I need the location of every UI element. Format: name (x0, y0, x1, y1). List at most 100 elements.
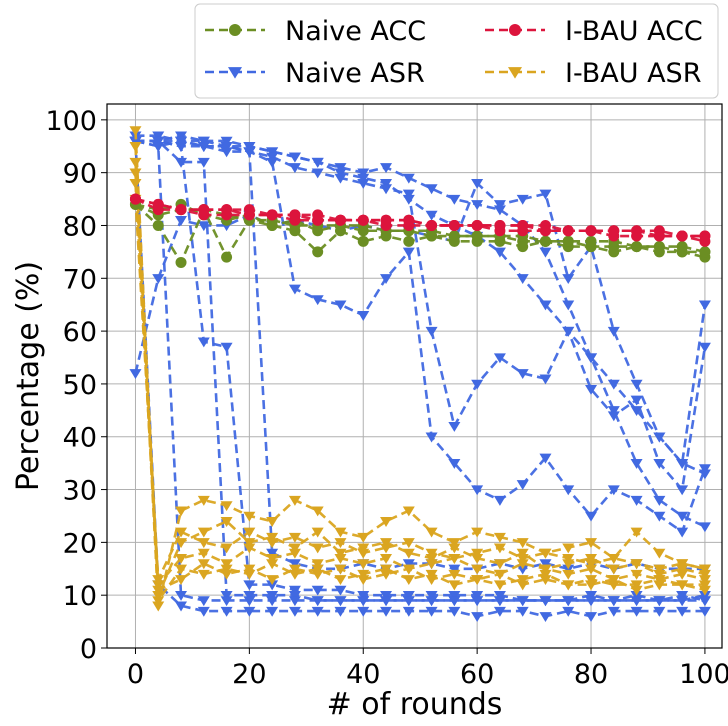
data-point (288, 163, 301, 174)
data-point (494, 219, 506, 231)
data-point (220, 606, 233, 617)
data-point (630, 585, 643, 596)
x-axis-title: # of rounds (327, 687, 503, 722)
data-point (448, 230, 460, 242)
data-point (448, 569, 461, 580)
data-point (357, 168, 370, 179)
data-point (152, 596, 165, 607)
x-tick-label: 100 (679, 659, 728, 690)
data-point (152, 131, 165, 142)
data-point (288, 569, 301, 580)
data-point (288, 590, 301, 601)
data-point (129, 142, 142, 152)
series-naive-asr (129, 136, 711, 538)
data-point (175, 564, 188, 575)
data-point (380, 274, 393, 284)
data-point (539, 564, 552, 575)
data-point (357, 590, 370, 601)
data-point (197, 606, 210, 617)
data-point (425, 432, 438, 443)
data-point (653, 580, 666, 591)
data-point (129, 168, 142, 179)
data-point (380, 184, 393, 195)
data-point (220, 342, 233, 353)
data-point (585, 554, 598, 564)
data-point (197, 142, 210, 152)
data-point (607, 606, 620, 617)
series-naive-asr (129, 136, 711, 575)
data-point (288, 284, 301, 295)
ticks: 0 20 40 60 80 100 0 10 20 30 40 50 60 70 80 90 100 (45, 106, 728, 690)
legend-item-naive-acc: Naive ACC (205, 16, 426, 47)
data-point (197, 559, 210, 570)
data-point (197, 548, 210, 559)
legend-marker (228, 67, 242, 79)
data-point (311, 559, 324, 570)
data-point (288, 495, 301, 506)
data-point (152, 219, 164, 231)
data-point (129, 126, 142, 137)
series-line (135, 139, 707, 534)
data-point (698, 585, 711, 596)
data-point (266, 580, 279, 591)
data-point (403, 235, 415, 247)
data-point (653, 564, 666, 575)
data-point (266, 575, 279, 586)
data-point (243, 596, 256, 607)
data-point (516, 554, 529, 564)
data-point (357, 569, 370, 580)
data-point (630, 495, 643, 506)
y-tick-label: 50 (63, 370, 97, 401)
data-point (311, 606, 324, 617)
data-point (539, 189, 552, 200)
data-point (243, 543, 256, 554)
data-point (653, 511, 666, 522)
data-point (380, 554, 393, 564)
data-point (334, 585, 347, 596)
data-point (334, 168, 347, 179)
data-point (562, 554, 575, 564)
data-point (516, 548, 529, 559)
data-point (516, 480, 529, 490)
data-point (402, 575, 415, 586)
data-point (197, 538, 210, 549)
data-point (539, 612, 552, 623)
data-point (608, 246, 620, 258)
data-point (175, 215, 188, 226)
data-point (539, 575, 552, 586)
data-point (471, 179, 484, 189)
data-point (539, 225, 551, 237)
data-point (380, 564, 393, 575)
data-point (493, 580, 506, 591)
data-point (698, 342, 711, 353)
data-point (425, 606, 438, 617)
data-point (585, 575, 598, 586)
data-point (585, 235, 597, 247)
data-point (562, 606, 575, 617)
data-point (676, 596, 689, 607)
data-point (402, 538, 415, 549)
data-point (175, 142, 188, 152)
series-i-bau-asr (129, 126, 711, 612)
data-point (402, 596, 415, 607)
data-point (630, 606, 643, 617)
legend-label: Naive ACC (285, 16, 426, 47)
data-point (380, 163, 393, 174)
y-tick-label: 20 (63, 528, 97, 559)
data-point (585, 564, 598, 575)
data-point (653, 241, 665, 253)
data-point (448, 194, 461, 205)
data-point (357, 606, 370, 617)
data-point (608, 225, 620, 237)
data-point (220, 517, 233, 527)
data-point (311, 543, 324, 554)
data-point (471, 548, 484, 559)
data-point (607, 554, 620, 564)
data-point (129, 369, 142, 380)
data-point (448, 458, 461, 469)
data-point (311, 295, 324, 306)
data-point (607, 580, 620, 591)
data-point (448, 606, 461, 617)
data-point (221, 204, 233, 216)
